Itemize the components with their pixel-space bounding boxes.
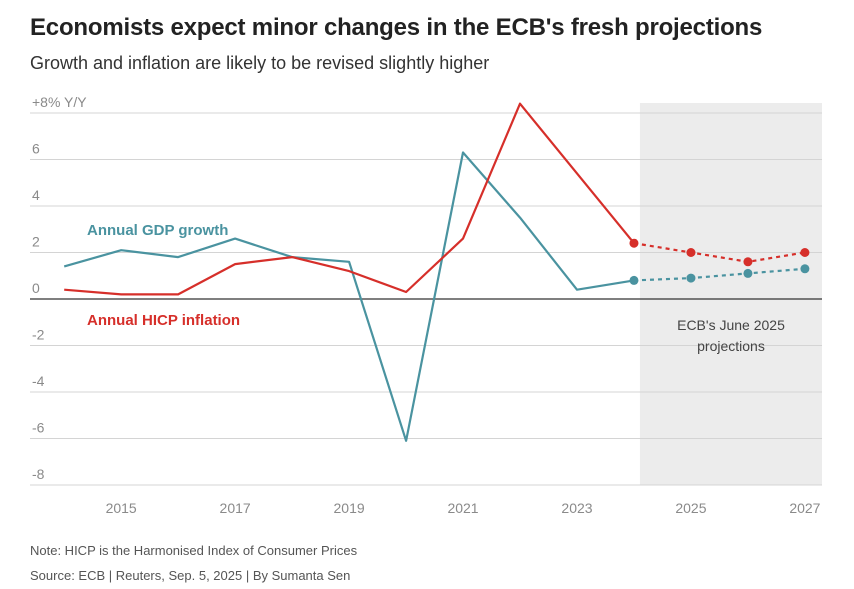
gdp-projection-point (629, 275, 639, 285)
x-axis-labels: 2015 2017 2019 2021 2023 2025 2027 (106, 500, 821, 516)
x-tick-label: 2019 (334, 500, 365, 516)
y-tick-label: +8% Y/Y (32, 94, 87, 110)
hicp-projection-point (686, 248, 696, 257)
gdp-projection-point (800, 264, 810, 274)
y-tick-label: 4 (32, 187, 40, 203)
y-tick-label: -2 (32, 327, 45, 343)
chart-source: Source: ECB | Reuters, Sep. 5, 2025 | By… (30, 568, 351, 583)
x-tick-label: 2015 (106, 500, 137, 516)
hicp-line (64, 102, 635, 296)
legend-hicp-label: Annual HICP inflation (87, 312, 240, 329)
gdp-projection-point (743, 268, 753, 278)
gdp-projection-point (686, 273, 696, 283)
y-tick-label: 2 (32, 234, 40, 250)
legend-gdp-label: Annual GDP growth (87, 222, 228, 239)
y-tick-label: 0 (32, 280, 40, 296)
y-tick-label: -6 (32, 420, 45, 436)
projection-label: ECB's June 2025 projections (677, 317, 785, 354)
y-tick-label: -8 (32, 466, 45, 482)
y-tick-label: -4 (32, 373, 45, 389)
y-axis-labels: -8 -6 -4 -2 0 2 4 6 +8% Y/Y (32, 94, 87, 482)
y-tick-label: 6 (32, 141, 40, 157)
chart-annotations: Annual GDP growth Annual HICP inflation … (87, 222, 785, 354)
projection-shading (639, 103, 822, 485)
x-tick-label: 2021 (447, 500, 478, 516)
hicp-projection-point (800, 248, 810, 257)
x-tick-label: 2027 (789, 500, 820, 516)
line-chart: -8 -6 -4 -2 0 2 4 6 +8% Y/Y 2015 2017 2019 2021 2023… (30, 94, 822, 516)
chart-note: Note: HICP is the Harmonised Index of Co… (30, 543, 358, 558)
hicp-projection-point (629, 238, 639, 248)
x-tick-label: 2023 (561, 500, 592, 516)
hicp-projection-point (743, 257, 753, 267)
series-lines (63, 102, 810, 442)
gdp-line (63, 151, 635, 442)
gridlines (30, 112, 822, 486)
x-tick-label: 2025 (675, 500, 706, 516)
x-tick-label: 2017 (220, 500, 251, 516)
chart-subtitle: Growth and inflation are likely to be re… (30, 53, 490, 73)
chart-title: Economists expect minor changes in the E… (30, 14, 763, 41)
hicp-projection-line (633, 242, 806, 263)
